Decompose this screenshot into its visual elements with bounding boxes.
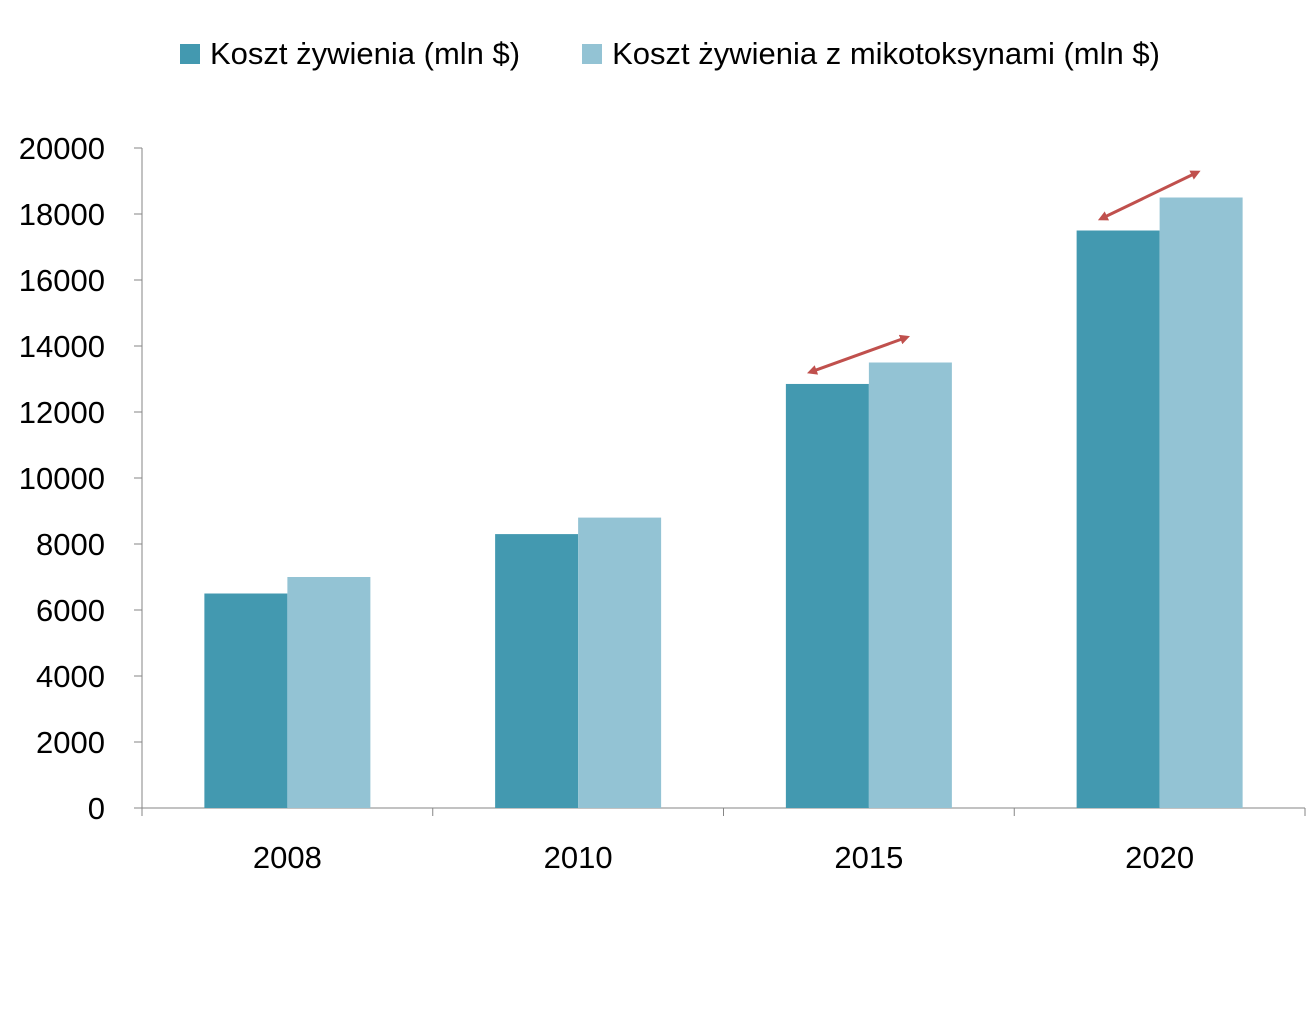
legend-item-series-2: Koszt żywienia z mikotoksynami (mln $) (582, 36, 1160, 72)
legend-swatch-series-1 (180, 44, 200, 64)
legend-label-series-2: Koszt żywienia z mikotoksynami (mln $) (612, 36, 1160, 71)
double-arrow-2015 (807, 334, 910, 375)
legend-item-series-1: Koszt żywienia (mln $) (180, 36, 520, 72)
y-tick-label: 20000 (19, 131, 105, 166)
bar-series-2-2015 (868, 362, 952, 808)
y-tick-label: 10000 (19, 461, 105, 496)
annotations (807, 170, 1201, 375)
legend: Koszt żywienia (mln $) Koszt żywienia z … (180, 36, 1222, 72)
y-tick-label: 8000 (36, 527, 105, 562)
bar-series-2-2008 (287, 577, 371, 808)
bar-series-1-2020 (1076, 230, 1160, 808)
y-tick-label: 16000 (19, 263, 105, 298)
x-tick-label: 2010 (544, 840, 613, 875)
legend-label-series-1: Koszt żywienia (mln $) (210, 36, 521, 71)
x-tick-label: 2015 (834, 840, 903, 875)
x-axis: 2008 2010 2015 2020 (141, 807, 1306, 875)
y-tick-label: 14000 (19, 329, 105, 364)
bar-series-1-2008 (204, 593, 288, 808)
bar-series-2-2020 (1159, 197, 1243, 808)
bar-series-1-2010 (495, 534, 579, 808)
y-tick-label: 0 (88, 791, 105, 826)
x-tick-label: 2008 (253, 840, 322, 875)
double-arrow-2020 (1097, 170, 1201, 221)
bars (204, 197, 1243, 808)
y-tick-label: 18000 (19, 197, 105, 232)
bar-series-1-2015 (785, 383, 869, 808)
bar-series-2-2010 (578, 517, 662, 808)
y-tick-label: 12000 (19, 395, 105, 430)
y-tick-label: 2000 (36, 725, 105, 760)
x-tick-label: 2020 (1125, 840, 1194, 875)
legend-swatch-series-2 (582, 44, 603, 64)
y-tick-label: 4000 (36, 659, 105, 694)
y-axis: 0 2000 4000 6000 8000 10000 12000 14000 16000 180… (19, 131, 143, 826)
y-tick-label: 6000 (36, 593, 105, 628)
